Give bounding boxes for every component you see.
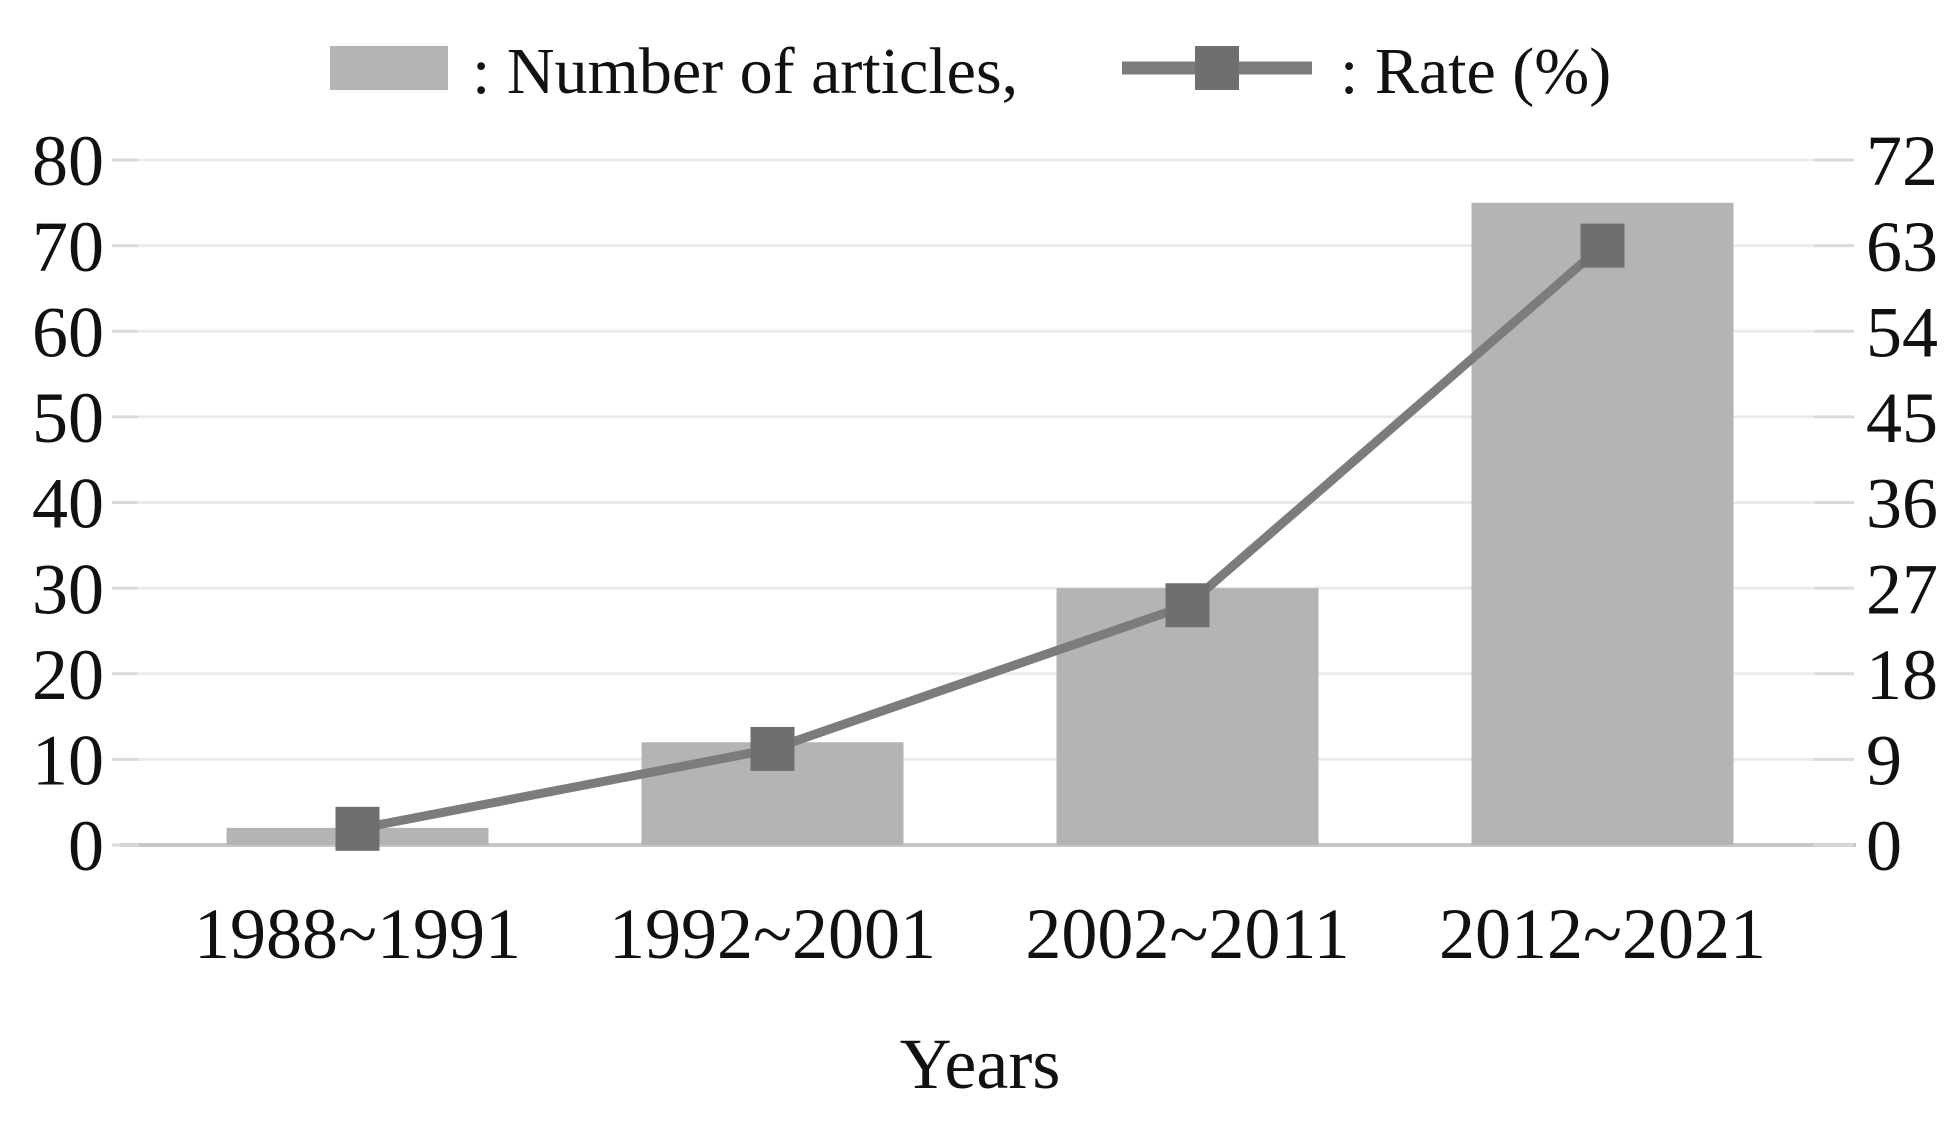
right-axis-tick-label: 36 (1866, 464, 1938, 544)
chart-legend: : Number of articles, : Rate (%) (330, 35, 1611, 108)
right-axis-tick-label: 27 (1866, 549, 1938, 629)
rate-marker (1165, 583, 1210, 628)
legend-label-rate: : Rate (%) (1340, 35, 1611, 108)
category-label: 1988~1991 (194, 894, 521, 974)
category-label: 1992~2001 (609, 894, 936, 974)
right-axis-tick-label: 63 (1866, 207, 1938, 287)
articles-bar (1471, 202, 1734, 845)
right-axis-tick-label: 54 (1866, 292, 1938, 372)
left-axis-tick-label: 40 (32, 464, 104, 544)
right-axis-tick-label: 45 (1866, 378, 1938, 458)
left-axis-tick-label: 60 (32, 292, 104, 372)
right-axis-tick-label: 18 (1866, 635, 1938, 715)
legend-marker-swatch (1195, 46, 1239, 90)
legend-bar-swatch (330, 46, 448, 90)
left-axis-tick-label: 50 (32, 378, 104, 458)
articles-bars (226, 202, 1734, 845)
category-label: 2002~2011 (1025, 894, 1349, 974)
rate-marker (750, 726, 795, 771)
x-axis-labels: 1988~1991 1992~2001 2002~2011 2012~2021 (194, 894, 1766, 974)
left-axis-tick-label: 70 (32, 207, 104, 287)
left-axis-tick-label: 20 (32, 635, 104, 715)
right-axis-tick-label: 0 (1866, 806, 1902, 886)
right-axis-tick-label: 9 (1866, 721, 1902, 801)
category-label: 2012~2021 (1439, 894, 1766, 974)
rate-line (335, 223, 1625, 851)
left-axis-tick-label: 0 (68, 806, 104, 886)
left-axis-tick-label: 30 (32, 549, 104, 629)
rate-line-path (356, 242, 1606, 834)
rate-marker (1580, 223, 1625, 268)
left-axis-tick-label: 10 (32, 721, 104, 801)
rate-marker (335, 806, 380, 851)
legend-label-articles: : Number of articles, (472, 35, 1018, 108)
right-axis-tick-label: 72 (1866, 121, 1938, 201)
x-axis-title: Years (900, 1024, 1061, 1104)
left-axis-tick-label: 80 (32, 121, 104, 201)
